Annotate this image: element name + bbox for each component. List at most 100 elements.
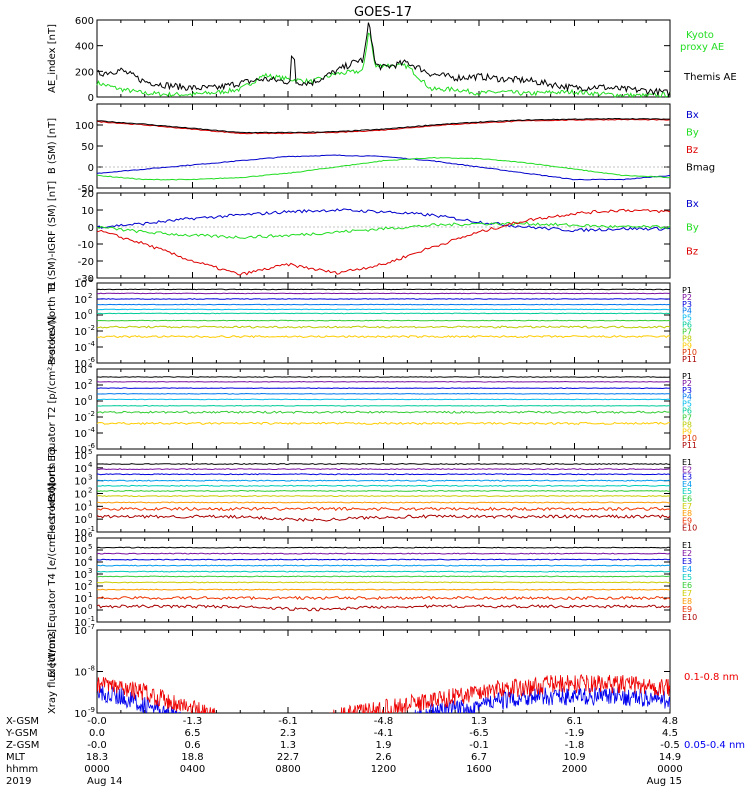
axis-value: -0.0 (87, 740, 107, 751)
y-tick-exponent: 4 (88, 276, 93, 284)
axis-value: 14.9 (659, 752, 681, 763)
legend-p7: P7 (682, 413, 692, 422)
y-tick-label: 10 (74, 490, 87, 501)
legend-e6: E6 (682, 581, 692, 590)
legend-0-1-0-8-nm: 0.1-0.8 nm (684, 672, 739, 683)
y-tick-label: 10 (74, 528, 87, 539)
axis-value: 1.9 (376, 740, 392, 751)
series-line-e2 (96, 468, 671, 471)
series-line-p5 (96, 398, 671, 401)
axis-value: 2.6 (376, 752, 392, 763)
panel-2-frame (96, 103, 671, 189)
legend-e7: E7 (682, 502, 692, 511)
series-line-bz (97, 118, 671, 135)
y-tick-label: 10 (74, 582, 87, 593)
axis-value: -1.8 (565, 740, 585, 751)
axis-value: 6.7 (471, 752, 487, 763)
series-line-e4 (97, 479, 671, 482)
y-tick-exponent: 1 (88, 499, 92, 507)
legend-p5: P5 (682, 400, 692, 409)
legend-bz: Bz (686, 246, 698, 257)
series-line-e9 (96, 595, 671, 601)
y-tick-exponent: 4 (88, 555, 93, 563)
series-line-e3 (96, 558, 671, 561)
panel-7-ylabel: Electrons Equator T4 [e/(cm²-s-sr-keV)] (47, 482, 58, 677)
legend-themis-ae: Themis AE (683, 72, 737, 83)
axis-value: -0.5 (660, 740, 680, 751)
y-tick-label: -10 (78, 240, 94, 251)
legend-e3: E3 (682, 473, 692, 482)
axis-value: 1.3 (471, 716, 487, 727)
series-line-e7 (97, 495, 671, 498)
y-tick-exponent: -6 (88, 356, 96, 364)
series-line-0-05-0-4- (97, 683, 670, 713)
legend-0-05-0-4-nm: 0.05-0.4 nm (684, 740, 745, 751)
axis-row-label: hhmm (6, 764, 38, 775)
legend-e9: E9 (682, 516, 692, 525)
y-tick-exponent: -7 (88, 623, 95, 631)
legend-p11: P11 (682, 355, 697, 364)
y-tick-label: -30 (78, 274, 94, 285)
y-tick-exponent: 3 (88, 474, 92, 482)
panel-6-ylabel: Electrons North T3 (47, 447, 58, 540)
series-line-p5 (96, 308, 671, 311)
series-line-p2 (96, 292, 670, 295)
legend-e8: E8 (682, 597, 692, 606)
y-tick-label: 10 (74, 413, 87, 424)
series-line-e1 (96, 462, 671, 465)
series-line-e5 (96, 484, 671, 487)
y-tick-label: -20 (78, 257, 94, 268)
y-tick-exponent: 4 (88, 362, 93, 370)
y-tick-label: 10 (74, 279, 87, 290)
panel-4-frame (96, 282, 671, 364)
y-tick-label: 10 (74, 594, 87, 605)
y-tick-exponent: 2 (88, 292, 92, 300)
axis-value: 18.3 (86, 752, 108, 763)
legend-e6: E6 (682, 495, 692, 504)
legend-bz: Bz (686, 145, 698, 156)
y-tick-label: 10 (74, 546, 87, 557)
y-tick-label: 10 (74, 359, 87, 370)
legend-p3: P3 (682, 300, 692, 309)
y-tick-exponent: -4 (88, 340, 96, 348)
legend-e4: E4 (682, 565, 692, 574)
y-tick-exponent: 0 (88, 603, 92, 611)
series-line-p1 (96, 288, 671, 291)
series-line-e8 (96, 588, 670, 591)
series-line-p2 (96, 380, 671, 383)
y-tick-exponent: -1 (88, 525, 95, 533)
y-tick-exponent: 6 (88, 531, 93, 539)
axis-value: Aug 15 (647, 776, 682, 787)
legend-p1: P1 (682, 372, 692, 381)
legend-e7: E7 (682, 589, 692, 598)
axis-row-label: MLT (6, 752, 26, 763)
series-line-e10 (96, 514, 671, 522)
y-tick-label: 10 (74, 445, 87, 456)
legend-p2: P2 (682, 293, 692, 302)
y-tick-label: 10 (74, 327, 87, 338)
legend-p9: P9 (682, 341, 692, 350)
y-tick-label: 10 (74, 618, 87, 629)
legend-p8: P8 (682, 334, 692, 343)
y-tick-label: 10 (74, 534, 87, 545)
legend-p9: P9 (682, 427, 692, 436)
axis-value: -1.9 (565, 728, 585, 739)
y-tick-exponent: 1 (88, 591, 92, 599)
legend-e8: E8 (682, 509, 692, 518)
y-tick-label: 50 (81, 142, 94, 153)
series-line-e5 (96, 570, 671, 573)
y-tick-label: 10 (81, 206, 94, 217)
y-tick-exponent: 3 (88, 567, 92, 575)
y-tick-exponent: -1 (88, 615, 95, 623)
y-tick-exponent: -9 (88, 706, 95, 714)
y-tick-exponent: 0 (88, 394, 92, 402)
legend-p3: P3 (682, 386, 692, 395)
panel-8-frame (96, 629, 671, 714)
y-tick-label: 600 (75, 16, 94, 27)
y-tick-label: 20 (81, 189, 94, 200)
legend-p6: P6 (682, 407, 692, 416)
y-tick-exponent: 0 (88, 512, 92, 520)
axis-value: 4.8 (662, 716, 678, 727)
legend-p5: P5 (682, 314, 692, 323)
